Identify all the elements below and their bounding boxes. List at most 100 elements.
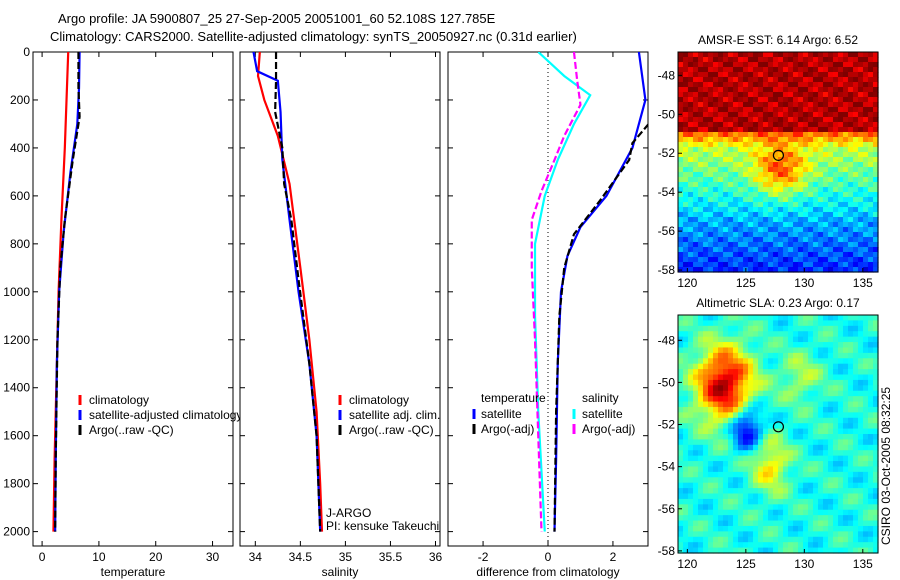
map-cell xyxy=(763,207,769,213)
map-cell xyxy=(763,412,769,419)
map-cell xyxy=(743,67,749,73)
map-cell xyxy=(833,232,839,238)
map-cell xyxy=(813,385,819,392)
map-cell xyxy=(758,547,764,554)
map-cell xyxy=(873,187,879,193)
map-cell xyxy=(758,262,764,268)
map-cell xyxy=(763,406,769,413)
map-cell xyxy=(803,52,809,58)
map-cell xyxy=(753,509,759,516)
map-cell xyxy=(803,363,809,370)
map-cell xyxy=(853,242,859,248)
map-cell xyxy=(783,152,789,158)
map-cell xyxy=(683,167,689,173)
map-cell xyxy=(758,222,764,228)
map-cell xyxy=(833,197,839,203)
map-cell xyxy=(783,536,789,543)
map-cell xyxy=(713,127,719,133)
map-cell xyxy=(708,167,714,173)
map-cell xyxy=(778,252,784,258)
map-cell xyxy=(743,336,749,343)
map-cell xyxy=(713,515,719,522)
map-cell xyxy=(763,488,769,495)
map-cell xyxy=(723,455,729,462)
map-cell xyxy=(698,102,704,108)
map-cell xyxy=(853,117,859,123)
map-cell xyxy=(748,401,754,408)
map-cell xyxy=(683,363,689,370)
map-cell xyxy=(828,320,834,327)
map-cell xyxy=(793,401,799,408)
map-cell xyxy=(693,137,699,143)
map-cell xyxy=(703,207,709,213)
map-cell xyxy=(803,127,809,133)
map-frame xyxy=(677,51,879,273)
map-cell xyxy=(793,428,799,435)
map-cell xyxy=(838,237,844,243)
map-cell xyxy=(718,531,724,538)
map-cell xyxy=(763,331,769,338)
map-cell xyxy=(863,477,869,484)
map-cell xyxy=(683,232,689,238)
map-cell xyxy=(773,336,779,343)
map-cell xyxy=(808,167,814,173)
map-cell xyxy=(783,385,789,392)
map-cell xyxy=(773,217,779,223)
map-cell xyxy=(728,112,734,118)
map-cell xyxy=(803,152,809,158)
x-tick-label: 135 xyxy=(853,557,873,571)
map-cell xyxy=(773,137,779,143)
map-cell xyxy=(708,77,714,83)
map-cell xyxy=(843,342,849,349)
map-cell xyxy=(778,97,784,103)
map-cell xyxy=(803,315,809,322)
map-cell xyxy=(698,162,704,168)
map-cell xyxy=(818,262,824,268)
map-cell xyxy=(693,488,699,495)
map-cell xyxy=(858,107,864,113)
map-cell xyxy=(698,192,704,198)
map-cell xyxy=(798,417,804,424)
map-cell xyxy=(823,542,829,549)
map-cell xyxy=(833,162,839,168)
map-cell xyxy=(798,167,804,173)
map-cell xyxy=(718,207,724,213)
map-cell xyxy=(798,369,804,376)
map-cell xyxy=(858,92,864,98)
map-cell xyxy=(828,369,834,376)
map-cell xyxy=(858,142,864,148)
map-cell xyxy=(763,455,769,462)
map-cell xyxy=(858,385,864,392)
map-cell xyxy=(688,172,694,178)
map-cell xyxy=(858,542,864,549)
map-cell xyxy=(793,52,799,58)
map-cell xyxy=(748,536,754,543)
map-cell xyxy=(708,450,714,457)
map-cell xyxy=(783,461,789,468)
map-cell xyxy=(703,498,709,505)
map-cell xyxy=(818,504,824,511)
map-cell xyxy=(803,217,809,223)
map-cell xyxy=(778,385,784,392)
map-cell xyxy=(833,428,839,435)
map-cell xyxy=(853,157,859,163)
map-cell xyxy=(803,97,809,103)
map-cell xyxy=(683,157,689,163)
map-cell xyxy=(718,187,724,193)
map-cell xyxy=(738,82,744,88)
map-cell xyxy=(703,509,709,516)
map-cell xyxy=(748,477,754,484)
map-cell xyxy=(778,172,784,178)
map-cell xyxy=(728,117,734,123)
map-cell xyxy=(813,325,819,332)
map-cell xyxy=(803,455,809,462)
map-cell xyxy=(778,515,784,522)
map-cell xyxy=(788,267,794,273)
map-cell xyxy=(813,162,819,168)
map-cell xyxy=(863,412,869,419)
map-cell xyxy=(753,477,759,484)
map-cell xyxy=(853,127,859,133)
map-cell xyxy=(868,77,874,83)
map-cell xyxy=(808,358,814,365)
map-cell xyxy=(798,212,804,218)
